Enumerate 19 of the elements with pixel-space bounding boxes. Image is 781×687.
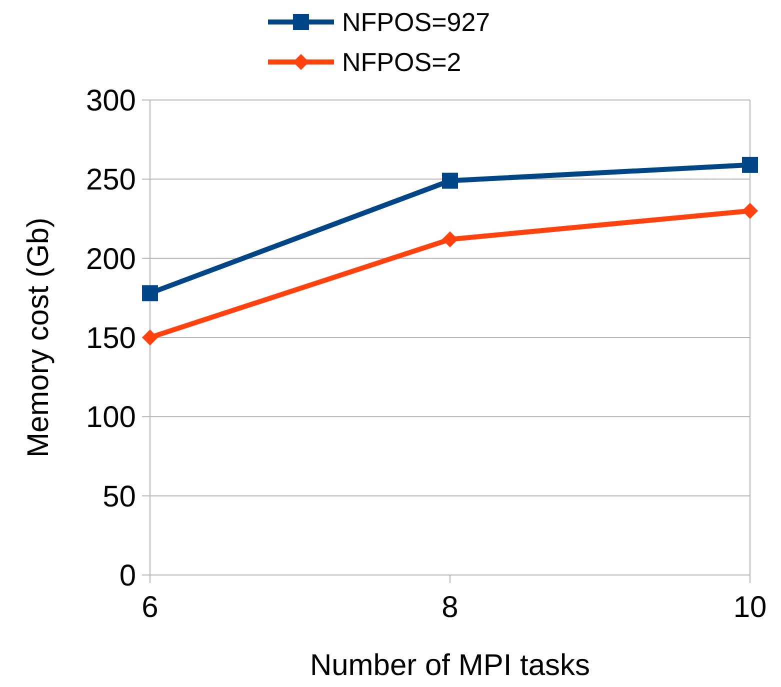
x-tick-label: 8 bbox=[442, 591, 458, 624]
point bbox=[742, 156, 758, 173]
y-axis-title: Memory cost (Gb) bbox=[22, 217, 55, 458]
y-tick-label: 300 bbox=[86, 84, 136, 118]
y-tick-label: 50 bbox=[102, 480, 136, 514]
y-tick-label: 150 bbox=[86, 322, 136, 355]
point bbox=[742, 202, 758, 219]
legend-label: NFPOS=2 bbox=[342, 47, 462, 78]
y-tick-label: 200 bbox=[86, 242, 136, 276]
point bbox=[442, 231, 458, 248]
point bbox=[442, 172, 458, 189]
y-tick-label: 100 bbox=[86, 401, 136, 434]
x-axis-title: Number of MPI tasks bbox=[310, 649, 590, 682]
point bbox=[142, 285, 158, 302]
y-tick-label: 0 bbox=[119, 560, 136, 592]
y-tick-label: 250 bbox=[86, 164, 136, 197]
legend-label: NFPOS=927 bbox=[342, 7, 490, 38]
x-tick-label: 6 bbox=[142, 591, 158, 624]
x-tick-label: 10 bbox=[733, 591, 767, 624]
